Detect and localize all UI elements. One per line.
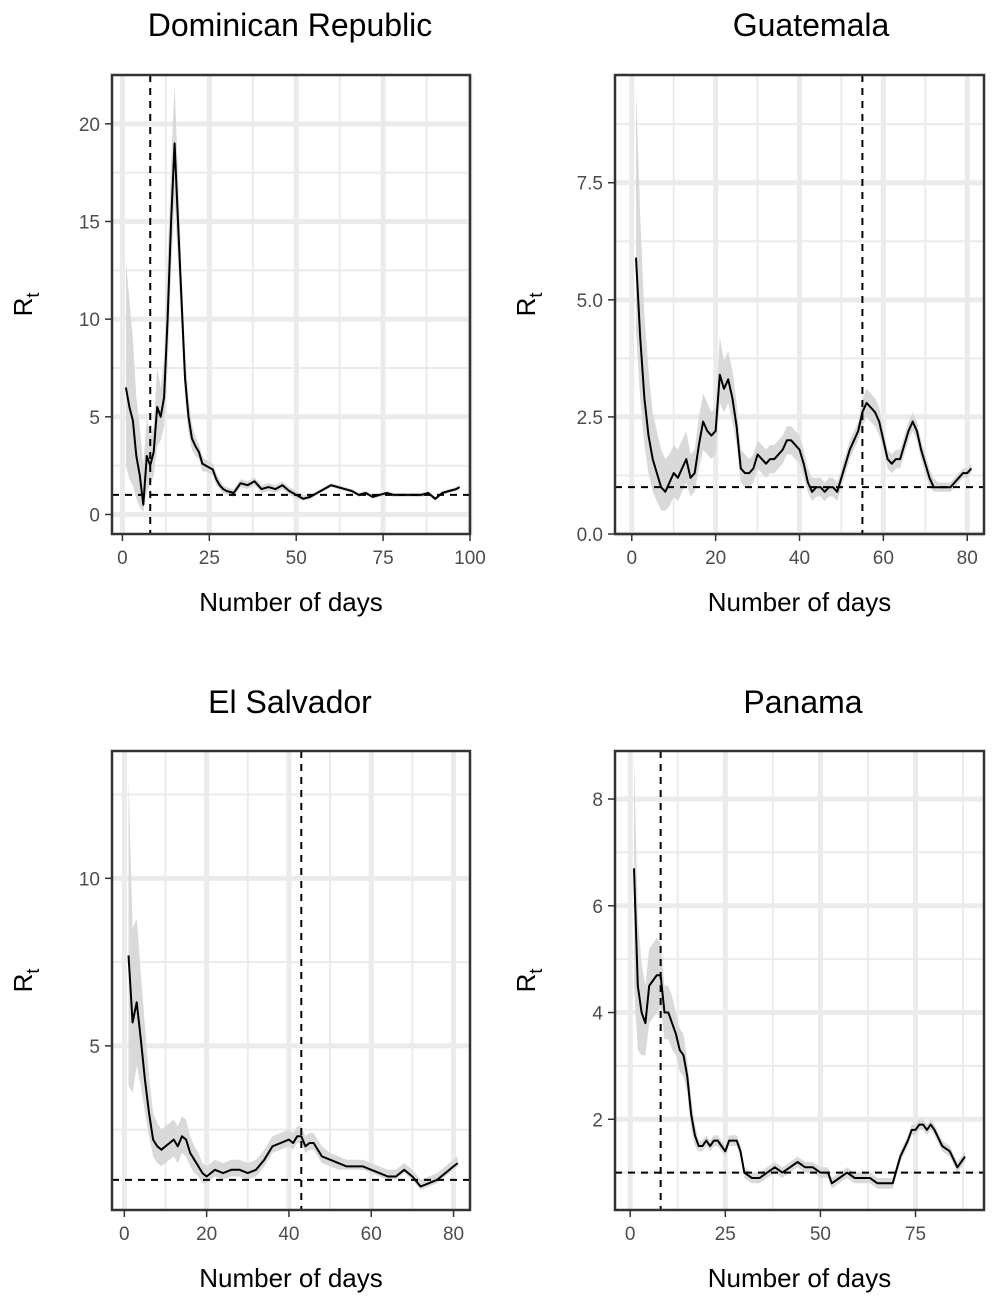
y-axis-label-subscript: t (23, 293, 43, 298)
y-axis-label-main: R (511, 298, 541, 317)
chart-panel: Dominican Republic 0 25 50 75 100 0 5 10 15 20 Numb… (8, 7, 486, 617)
x-tick-label: 0 (626, 548, 637, 569)
x-tick-label: 0 (117, 548, 128, 569)
x-tick-label: 100 (454, 548, 486, 569)
y-tick-label: 5 (89, 408, 100, 429)
x-tick-label: 60 (361, 1224, 382, 1245)
y-tick-label: 2.5 (577, 408, 603, 429)
y-tick-label: 8 (592, 790, 603, 811)
y-axis-label: Rt (8, 293, 43, 317)
y-axis-label-main: R (8, 298, 38, 317)
data-layer (615, 751, 984, 1210)
x-tick-label: 75 (905, 1224, 926, 1245)
confidence-ribbon (636, 89, 972, 511)
rt-series-line (124, 142, 461, 506)
rt-series-line (633, 868, 966, 1185)
y-tick-label: 4 (592, 1004, 603, 1025)
y-axis-label-main: R (511, 974, 541, 993)
chart-panel: El Salvador 0 20 40 60 80 5 10 Number of days Rt (8, 684, 472, 1293)
x-axis-label: Number of days (708, 587, 892, 617)
y-axis-label-main: R (8, 974, 38, 993)
y-axis-label-subscript: t (526, 293, 546, 298)
y-axis-label: Rt (511, 969, 546, 993)
panel-title: Panama (743, 684, 862, 720)
x-tick-label: 80 (957, 548, 978, 569)
x-tick-label: 20 (705, 548, 726, 569)
y-axis-label-subscript: t (526, 969, 546, 974)
rt-series-line (635, 257, 973, 493)
x-tick-label: 40 (789, 548, 810, 569)
panel-border (110, 749, 472, 1212)
x-tick-label: 60 (873, 548, 894, 569)
x-tick-label: 20 (196, 1224, 217, 1245)
x-tick-label: 25 (199, 548, 220, 569)
y-tick-label: 0.0 (577, 525, 603, 546)
data-layer (615, 75, 984, 534)
x-tick-label: 50 (810, 1224, 831, 1245)
data-layer (112, 751, 470, 1210)
x-axis-label: Number of days (199, 587, 383, 617)
chart-panel: Panama 0 25 50 75 2 4 6 8 Number of days Rt (511, 684, 986, 1293)
panel-border (613, 749, 986, 1212)
y-axis-label: Rt (8, 969, 43, 993)
y-tick-label: 15 (79, 212, 100, 233)
x-tick-label: 0 (119, 1224, 130, 1245)
chart-panel: Guatemala 0 20 40 60 80 0.0 2.5 5.0 7.5 Number of … (511, 7, 986, 617)
panel-title: Guatemala (733, 7, 890, 43)
panel-title: El Salvador (208, 684, 372, 720)
x-tick-label: 40 (278, 1224, 299, 1245)
x-tick-label: 80 (443, 1224, 464, 1245)
data-layer (112, 75, 470, 534)
y-tick-label: 6 (592, 897, 603, 918)
y-tick-label: 5.0 (577, 291, 603, 312)
x-tick-label: 50 (286, 548, 307, 569)
y-tick-label: 10 (79, 869, 100, 890)
y-axis-label-subscript: t (23, 969, 43, 974)
x-axis-label: Number of days (708, 1263, 892, 1293)
y-tick-label: 0 (89, 505, 100, 526)
x-tick-label: 0 (625, 1224, 636, 1245)
x-tick-label: 25 (715, 1224, 736, 1245)
y-tick-label: 20 (79, 115, 100, 136)
confidence-ribbon (128, 777, 458, 1190)
panel-title: Dominican Republic (148, 7, 433, 43)
panel-border (110, 73, 472, 536)
y-tick-label: 10 (79, 310, 100, 331)
y-axis-label: Rt (511, 293, 546, 317)
x-axis-label: Number of days (199, 1263, 383, 1293)
y-tick-label: 5 (89, 1037, 100, 1058)
y-tick-label: 2 (592, 1110, 603, 1131)
rt-series-line (127, 955, 459, 1188)
x-tick-label: 75 (373, 548, 394, 569)
y-tick-label: 7.5 (577, 174, 603, 195)
confidence-ribbon (125, 84, 460, 513)
